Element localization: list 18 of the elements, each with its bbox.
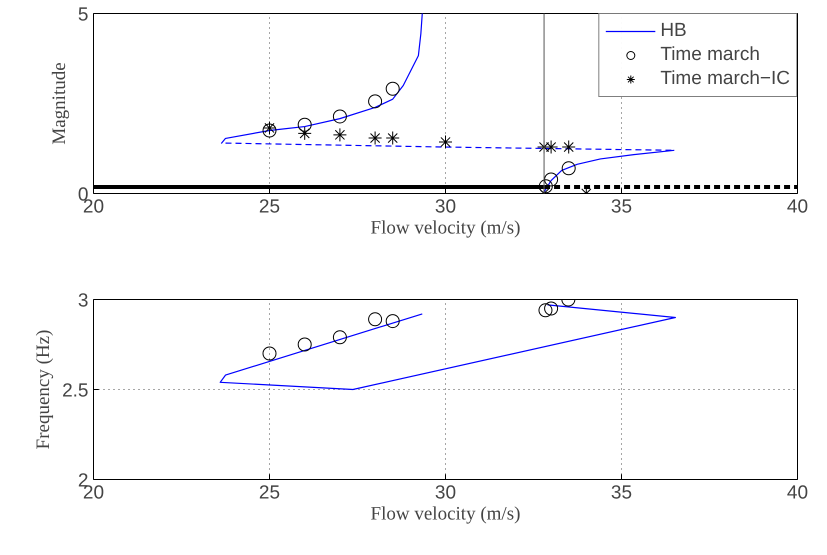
y-tick-label: 2.5 (62, 380, 89, 402)
y-tick-label: 3 (78, 290, 89, 312)
x-tick-label: 25 (258, 196, 280, 218)
x-tick-label: 40 (786, 482, 808, 504)
x-tick-label: 40 (786, 196, 808, 218)
x-axis-title: Flow velocity (m/s) (370, 218, 520, 238)
y-axis-title: Magnitude (48, 62, 70, 145)
x-axis-title: Flow velocity (m/s) (370, 504, 520, 524)
y-axis-title: Frequency (Hz) (33, 330, 54, 450)
legend-label: HB (660, 20, 687, 42)
legend-label: Time march (660, 44, 760, 66)
x-tick-label: 35 (610, 196, 632, 218)
x-tick-label: 25 (258, 482, 280, 504)
y-tick-label: 5 (78, 4, 89, 26)
x-tick-label: 30 (434, 196, 456, 218)
x-tick-label: 30 (434, 482, 456, 504)
legend-label: Time march−IC (660, 68, 790, 90)
x-tick-label: 35 (610, 482, 632, 504)
